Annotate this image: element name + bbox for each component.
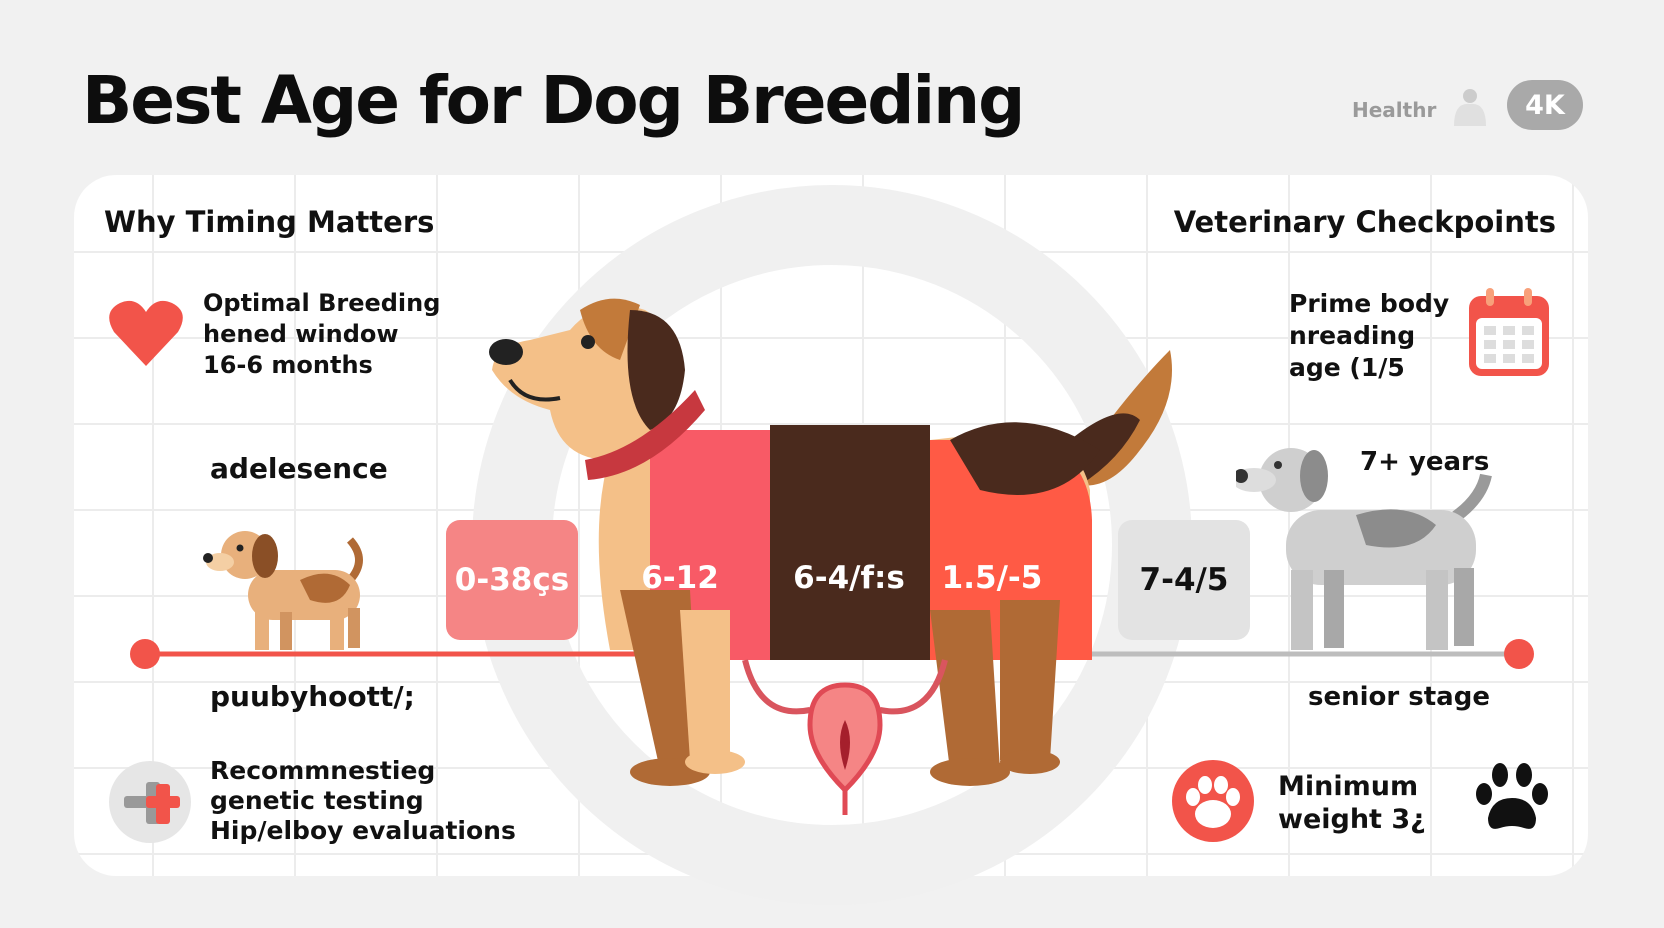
optimal-line-3: 16-6 months xyxy=(203,351,373,379)
paw-icon xyxy=(1476,763,1548,829)
recommend-line-1: Recommnestieg xyxy=(210,756,436,785)
timeline-end-dot xyxy=(1504,639,1534,669)
senior-dog-illustration xyxy=(1236,448,1492,650)
stage-box-senior: 7-4/5 xyxy=(1118,520,1250,640)
stage-label-adolescence: adelesence xyxy=(210,452,388,485)
person-icon xyxy=(1454,89,1486,126)
stage-label-prime: 6-4/f:s xyxy=(793,560,905,596)
resolution-badge: 4K xyxy=(1507,80,1583,130)
recommendations-text: Recommnestieg genetic testing Hip/elboy … xyxy=(210,756,516,846)
paw-badge-icon xyxy=(1172,760,1254,842)
right-heading: Veterinary Checkpoints xyxy=(1173,205,1556,239)
brand-label: Healthr xyxy=(1352,98,1437,122)
page-title: Best Age for Dog Breeding xyxy=(82,62,1025,139)
adult-dog-illustration xyxy=(489,298,1172,786)
prime-line-1: Prime body xyxy=(1289,289,1450,318)
senior-age-label: 7+ years xyxy=(1360,447,1490,477)
left-heading: Why Timing Matters xyxy=(104,205,435,239)
stage-label-6-12: 6-12 xyxy=(641,560,719,596)
stage-box-puppy: 0-38çs xyxy=(446,520,578,640)
stage-label-puberty: puubyhoott/; xyxy=(210,680,415,713)
recommend-line-3: Hip/elboy evaluations xyxy=(210,816,516,845)
stage-label-senior: senior stage xyxy=(1308,682,1490,712)
calendar-icon xyxy=(1469,288,1549,376)
optimal-line-2: hened window xyxy=(203,320,399,348)
prime-age-text: Prime body nreading age (1/5 xyxy=(1289,288,1449,384)
minimum-weight-text: Minimum weight 3¿ xyxy=(1278,770,1426,836)
optimal-line-1: Optimal Breeding xyxy=(203,289,441,317)
puppy-illustration xyxy=(203,531,363,650)
timeline-start-dot xyxy=(130,639,160,669)
prime-line-3: age (1/5 xyxy=(1289,353,1405,382)
optimal-window-text: Optimal Breeding hened window 16-6 month… xyxy=(203,288,440,381)
medical-cross-icon xyxy=(109,761,191,843)
prime-line-2: nreading xyxy=(1289,321,1416,350)
recommend-line-2: genetic testing xyxy=(210,786,424,815)
minimum-line-1: Minimum xyxy=(1278,771,1419,802)
heart-icon xyxy=(109,300,183,366)
uterus-icon xyxy=(742,659,948,815)
stage-label-mature: 1.5/-5 xyxy=(941,560,1043,596)
minimum-line-2: weight 3¿ xyxy=(1278,804,1426,835)
